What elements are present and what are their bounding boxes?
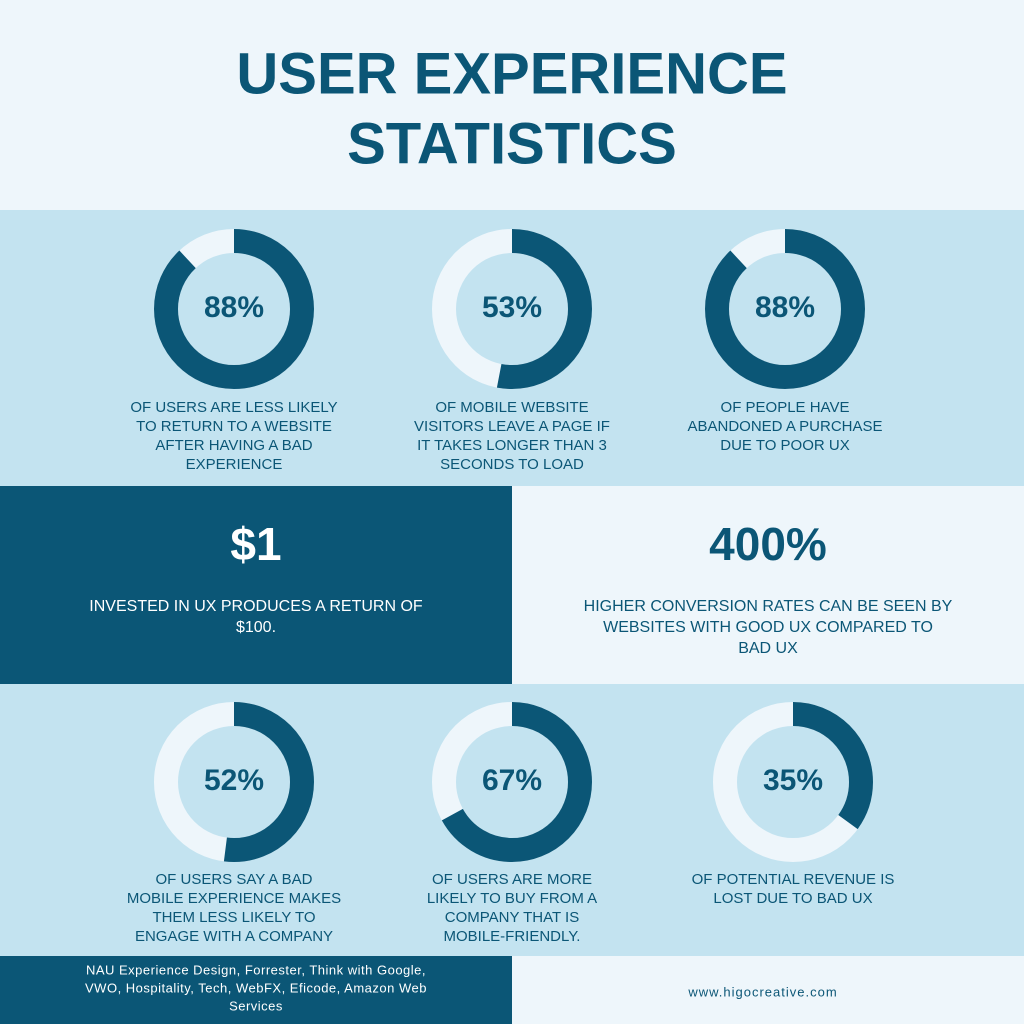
- donut-arc: [705, 229, 865, 389]
- donut-arc: [154, 229, 314, 389]
- percent-label: 52%: [204, 764, 264, 797]
- stat-text: VISITORS LEAVE A PAGE IF: [414, 418, 610, 435]
- highlight-left-bg: [0, 486, 512, 684]
- stat-text: MOBILE EXPERIENCE MAKES: [127, 890, 341, 907]
- stat-text: OF MOBILE WEBSITE: [435, 399, 588, 416]
- stat-text: THEM LESS LIKELY TO: [152, 909, 315, 926]
- percent-label: 35%: [763, 764, 823, 797]
- percent-label: 88%: [755, 291, 815, 324]
- footer-right-bg: [512, 956, 1024, 1024]
- highlight-text: BAD UX: [738, 640, 798, 657]
- percent-label: 53%: [482, 291, 542, 324]
- headline: $1: [230, 518, 281, 570]
- url: www.higocreative.com: [687, 984, 837, 999]
- stat-text: TO RETURN TO A WEBSITE: [136, 418, 332, 435]
- donut-arc: [154, 702, 314, 862]
- source-text: Services: [229, 998, 283, 1013]
- source-text: NAU Experience Design, Forrester, Think …: [86, 962, 426, 977]
- highlight-text: HIGHER CONVERSION RATES CAN BE SEEN BY: [584, 598, 953, 615]
- percent-label: 67%: [482, 764, 542, 797]
- stat-text: OF PEOPLE HAVE: [721, 399, 850, 416]
- title: STATISTICS: [347, 111, 677, 176]
- title: USER EXPERIENCE: [236, 41, 787, 106]
- percent-label: 88%: [204, 291, 264, 324]
- stat-text: LIKELY TO BUY FROM A: [427, 890, 597, 907]
- source-text: VWO, Hospitality, Tech, WebFX, Eficode, …: [85, 980, 427, 995]
- stat-text: DUE TO POOR UX: [720, 437, 849, 454]
- donut-arc: [432, 229, 592, 389]
- headline: 400%: [709, 518, 827, 570]
- footer-left-bg: [0, 956, 512, 1024]
- stat-text: OF POTENTIAL REVENUE IS: [692, 871, 895, 888]
- stat-text: LOST DUE TO BAD UX: [713, 890, 872, 907]
- donut-arc: [713, 702, 873, 862]
- stat-text: OF USERS ARE LESS LIKELY: [130, 399, 337, 416]
- header-bg: [0, 0, 1024, 210]
- stat-text: OF USERS ARE MORE: [432, 871, 592, 888]
- stat-text: EXPERIENCE: [186, 456, 283, 473]
- stat-text: OF USERS SAY A BAD: [155, 871, 312, 888]
- stat-text: COMPANY THAT IS: [445, 909, 579, 926]
- stat-text: AFTER HAVING A BAD: [155, 437, 312, 454]
- stat-text: ABANDONED A PURCHASE: [687, 418, 882, 435]
- stat-text: SECONDS TO LOAD: [440, 456, 584, 473]
- highlight-text: $100.: [236, 619, 276, 636]
- stat-text: ENGAGE WITH A COMPANY: [135, 928, 333, 945]
- stat-text: MOBILE-FRIENDLY.: [444, 928, 581, 945]
- stat-text: IT TAKES LONGER THAN 3: [417, 437, 607, 454]
- highlight-text: INVESTED IN UX PRODUCES A RETURN OF: [89, 598, 423, 615]
- highlight-right-bg: [512, 486, 1024, 684]
- highlight-text: WEBSITES WITH GOOD UX COMPARED TO: [603, 619, 933, 636]
- donut-arc: [432, 702, 592, 862]
